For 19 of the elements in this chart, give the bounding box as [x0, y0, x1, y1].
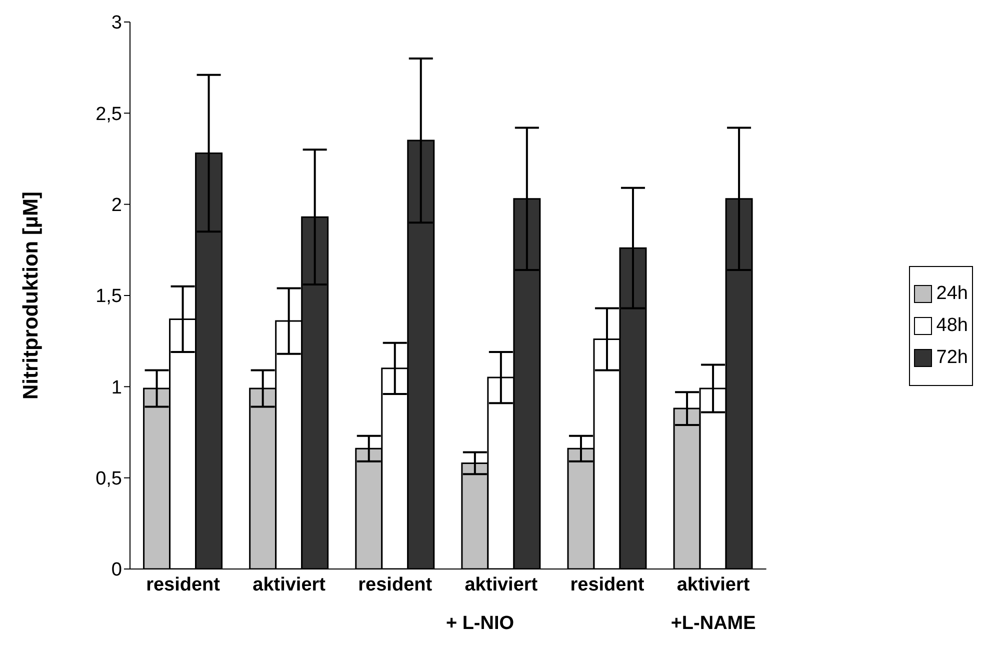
- y-tick-label: 2,5: [96, 104, 122, 125]
- text: + L-NIO: [444, 613, 516, 635]
- x-tick-label: resident: [146, 574, 221, 596]
- y-tick-label: 1,5: [96, 286, 122, 308]
- y-tick-label: 0: [111, 560, 122, 581]
- y-tick-label: 2: [111, 195, 122, 216]
- y-tick-label: 0,5: [96, 468, 122, 490]
- legend-label: 48h: [936, 315, 968, 337]
- x-tick-label: resident: [570, 574, 645, 596]
- x-tick-label: aktiviert: [252, 574, 326, 596]
- y-tick-label: 3: [111, 12, 122, 34]
- x-tick-label: resident: [358, 574, 433, 596]
- legend-label: 24h: [936, 283, 968, 305]
- y-axis-title: Nitritproduktion [µM]: [19, 191, 42, 400]
- x-tick-label: aktiviert: [464, 574, 538, 596]
- text: +L-NAME: [670, 613, 757, 635]
- x-tick-label: aktiviert: [676, 574, 750, 596]
- legend-label: 72h: [936, 347, 968, 369]
- y-tick-label: 1: [111, 377, 122, 398]
